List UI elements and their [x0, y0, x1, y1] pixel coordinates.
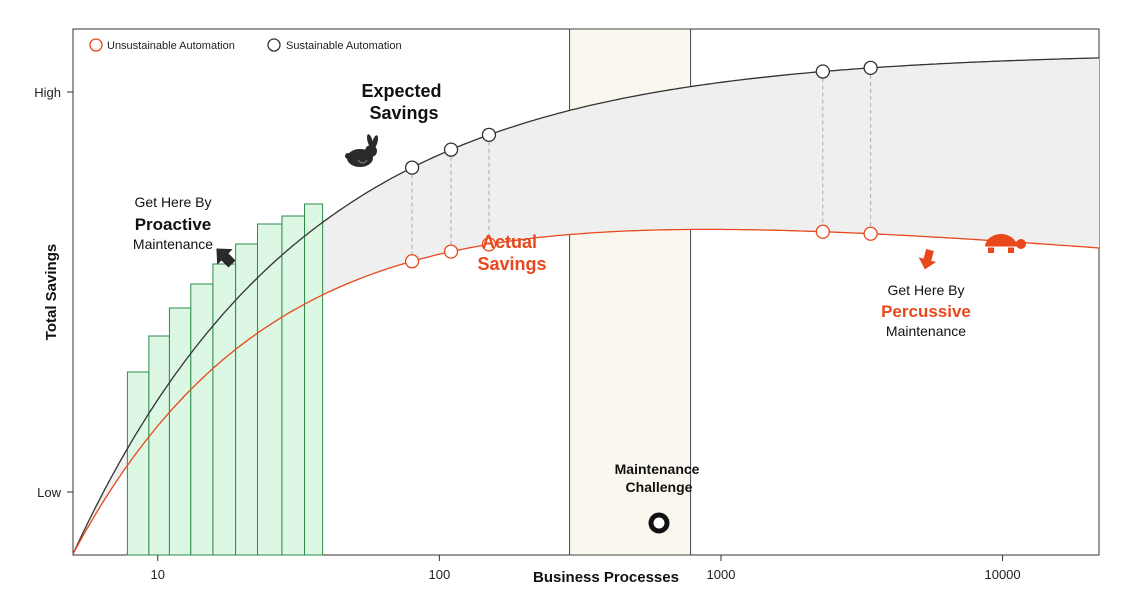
proactive-bar	[168, 307, 192, 556]
proactive-bar	[235, 243, 258, 556]
arrow-up-left-icon	[216, 248, 236, 268]
actual-savings-label: Actual Savings	[477, 232, 546, 274]
x-tick-label: 10000	[984, 567, 1020, 582]
proactive-bar	[281, 215, 306, 556]
y-tick-label: Low	[37, 485, 61, 500]
unsustainable-marker	[404, 254, 420, 269]
proactive-main-label: Proactive	[135, 215, 212, 234]
x-tick-label: 10	[151, 567, 165, 582]
proactive-bar	[148, 335, 170, 556]
sustainable-marker	[863, 60, 878, 76]
y-axis-ticks: High Low	[34, 85, 73, 500]
sustainable-marker	[815, 64, 830, 79]
percussive-main-label: Percussive	[881, 302, 971, 321]
unsustainable-marker	[815, 224, 830, 239]
percussive-post-label: Maintenance	[886, 323, 966, 339]
x-tick-label: 100	[429, 567, 451, 582]
maintenance-challenge-label: Maintenance Challenge	[615, 461, 704, 495]
sustainable-automation-line	[72, 57, 1100, 555]
unsustainable-marker	[481, 237, 497, 252]
y-axis-label: Total Savings	[43, 244, 60, 340]
legend-marker-sustainable	[267, 38, 281, 52]
x-axis-ticks: 10 100 1000 10000	[151, 555, 1021, 582]
proactive-bar	[304, 203, 324, 556]
target-circle-icon	[648, 512, 670, 534]
unsustainable-marker	[863, 226, 878, 241]
arrow-down-icon	[918, 248, 937, 270]
y-tick-label: High	[34, 85, 61, 100]
turtle-icon	[985, 234, 1026, 253]
proactive-bar	[212, 263, 237, 556]
percussive-pre-label: Get Here By	[887, 282, 964, 298]
curve-markers	[404, 60, 878, 269]
sustainable-marker	[481, 127, 497, 143]
proactive-bar	[126, 371, 150, 556]
legend-label-sustainable: Sustainable Automation	[286, 40, 402, 52]
marker-connectors	[411, 74, 872, 255]
x-axis-label: Business Processes	[533, 569, 679, 586]
sustainable-marker	[443, 142, 459, 157]
legend: Unsustainable Automation Sustainable Aut…	[89, 38, 402, 52]
proactive-pre-label: Get Here By	[134, 194, 211, 210]
savings-gap-band	[73, 57, 1099, 555]
legend-marker-unsustainable	[89, 38, 103, 52]
legend-label-unsustainable: Unsustainable Automation	[107, 40, 235, 52]
rabbit-icon	[345, 134, 379, 167]
proactive-post-label: Maintenance	[133, 236, 213, 252]
expected-savings-label: Expected Savings	[361, 81, 446, 123]
x-tick-label: 1000	[707, 567, 736, 582]
unsustainable-automation-line	[72, 228, 1100, 555]
unsustainable-marker	[443, 244, 459, 259]
sustainable-marker	[404, 160, 420, 175]
proactive-bar	[190, 283, 214, 556]
